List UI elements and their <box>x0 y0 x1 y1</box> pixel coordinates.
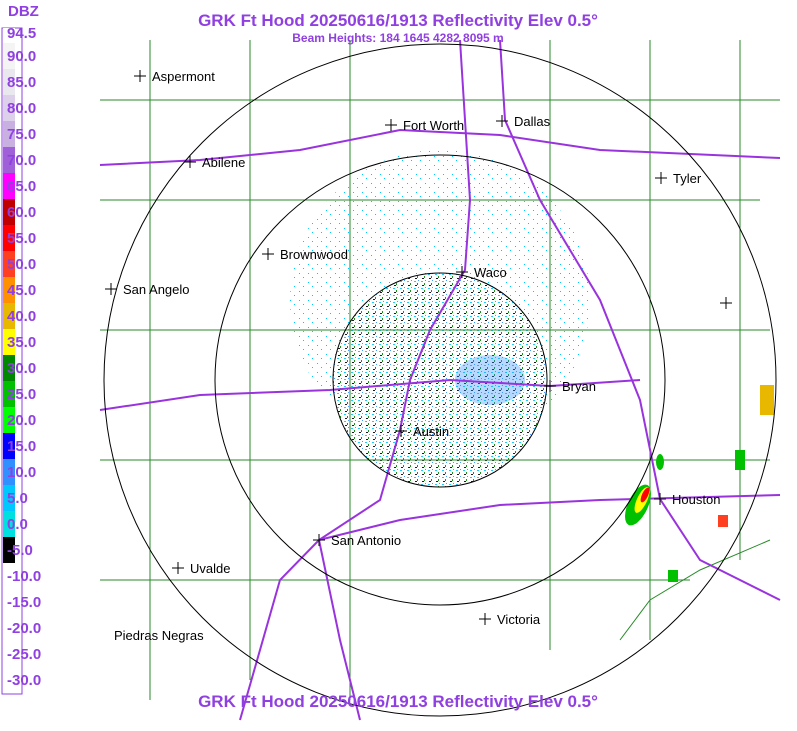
subtitle: Beam Heights: 184 1645 4282 8095 m <box>292 31 503 45</box>
legend-label: -20.0 <box>7 620 41 637</box>
legend-label: 35.0 <box>7 334 36 351</box>
cities: Aspermont Fort Worth Dallas Abilene Tyler Bro… <box>105 69 720 643</box>
city-label: Fort Worth <box>403 118 464 133</box>
city-marker <box>496 115 508 127</box>
legend-swatch <box>3 563 15 589</box>
legend-swatch <box>3 69 15 95</box>
city-marker <box>720 297 732 309</box>
map-layer <box>99 39 781 721</box>
city-marker <box>456 266 468 278</box>
city-marker <box>395 425 407 437</box>
legend-swatch <box>3 407 15 433</box>
storm-cells <box>625 385 774 582</box>
legend-label: 0.0 <box>7 516 28 533</box>
city-marker <box>544 380 556 392</box>
city-label: San Angelo <box>123 282 190 297</box>
legend-swatch <box>3 641 15 667</box>
legend-label: 70.0 <box>7 152 36 169</box>
legend-swatch <box>3 615 15 641</box>
legend-label: -25.0 <box>7 646 41 663</box>
city-marker <box>313 534 325 546</box>
legend-label: -30.0 <box>7 672 41 689</box>
range-rings <box>103 43 777 717</box>
legend-swatch <box>3 43 15 69</box>
city-label: Piedras Negras <box>114 628 204 643</box>
legend-label: -10.0 <box>7 568 41 585</box>
city-marker <box>172 562 184 574</box>
legend-swatch <box>3 537 15 563</box>
city-label: Victoria <box>497 612 541 627</box>
city-marker <box>479 613 491 625</box>
city-marker <box>134 70 146 82</box>
legend-swatch <box>3 667 15 693</box>
city-label: Waco <box>474 265 507 280</box>
highways <box>99 39 781 721</box>
legend-label: 60.0 <box>7 204 36 221</box>
legend-label: 50.0 <box>7 256 36 273</box>
city-marker <box>655 172 667 184</box>
color-legend: DBZ 94.5 90.0 85.0 80.0 75.0 70.0 65.0 60.0 55.0… <box>1 3 41 695</box>
city-label: Abilene <box>202 155 245 170</box>
legend-swatch <box>3 303 15 329</box>
city-label: Bryan <box>562 379 596 394</box>
city-label: Brownwood <box>280 247 348 262</box>
city-label: Dallas <box>514 114 551 129</box>
legend-label: -5.0 <box>7 542 33 559</box>
city-marker <box>385 119 397 131</box>
legend-label: 10.0 <box>7 464 36 481</box>
legend-label: 55.0 <box>7 230 36 247</box>
legend-label: 65.0 <box>7 178 36 195</box>
legend-label: 5.0 <box>7 490 28 507</box>
legend-swatch <box>3 485 15 511</box>
legend-swatch <box>3 173 15 199</box>
city-label: Austin <box>413 424 449 439</box>
legend-swatch <box>3 459 15 485</box>
county-lines <box>100 40 780 700</box>
city-marker <box>654 493 666 505</box>
city-marker <box>184 156 196 168</box>
legend-label: 15.0 <box>7 438 36 455</box>
legend-label: -15.0 <box>7 594 41 611</box>
legend-label: 40.0 <box>7 308 36 325</box>
legend-label: 20.0 <box>7 412 36 429</box>
echo-core <box>455 355 525 405</box>
legend-label: 80.0 <box>7 100 36 117</box>
legend-swatch <box>3 381 15 407</box>
legend-swatch <box>3 28 15 43</box>
legend-label: 25.0 <box>7 386 36 403</box>
city-marker <box>262 248 274 260</box>
legend-swatch <box>3 433 15 459</box>
city-label: Houston <box>672 492 720 507</box>
city-label: Tyler <box>673 171 702 186</box>
legend-swatch <box>3 199 15 225</box>
legend-label: 90.0 <box>7 48 36 65</box>
legend-swatch <box>3 225 15 251</box>
legend-swatch <box>3 251 15 277</box>
city-marker <box>105 283 117 295</box>
legend-swatch <box>3 589 15 615</box>
footer-title: GRK Ft Hood 20250616/1913 Reflectivity E… <box>198 692 598 711</box>
city-label: San Antonio <box>331 533 401 548</box>
title: GRK Ft Hood 20250616/1913 Reflectivity E… <box>198 11 598 30</box>
legend-swatch <box>3 355 15 381</box>
legend-label: 94.5 <box>7 25 36 42</box>
city-label: Uvalde <box>190 561 230 576</box>
legend-swatch <box>3 277 15 303</box>
legend-unit: DBZ <box>8 3 39 20</box>
legend-label: 85.0 <box>7 74 36 91</box>
legend-swatch <box>3 121 15 147</box>
legend-swatch <box>3 147 15 173</box>
legend-label: 45.0 <box>7 282 36 299</box>
legend-swatch <box>3 95 15 121</box>
legend-label: 30.0 <box>7 360 36 377</box>
legend-label: 75.0 <box>7 126 36 143</box>
city-label: Aspermont <box>152 69 215 84</box>
legend-swatch <box>3 511 15 537</box>
legend-swatch <box>3 329 15 355</box>
